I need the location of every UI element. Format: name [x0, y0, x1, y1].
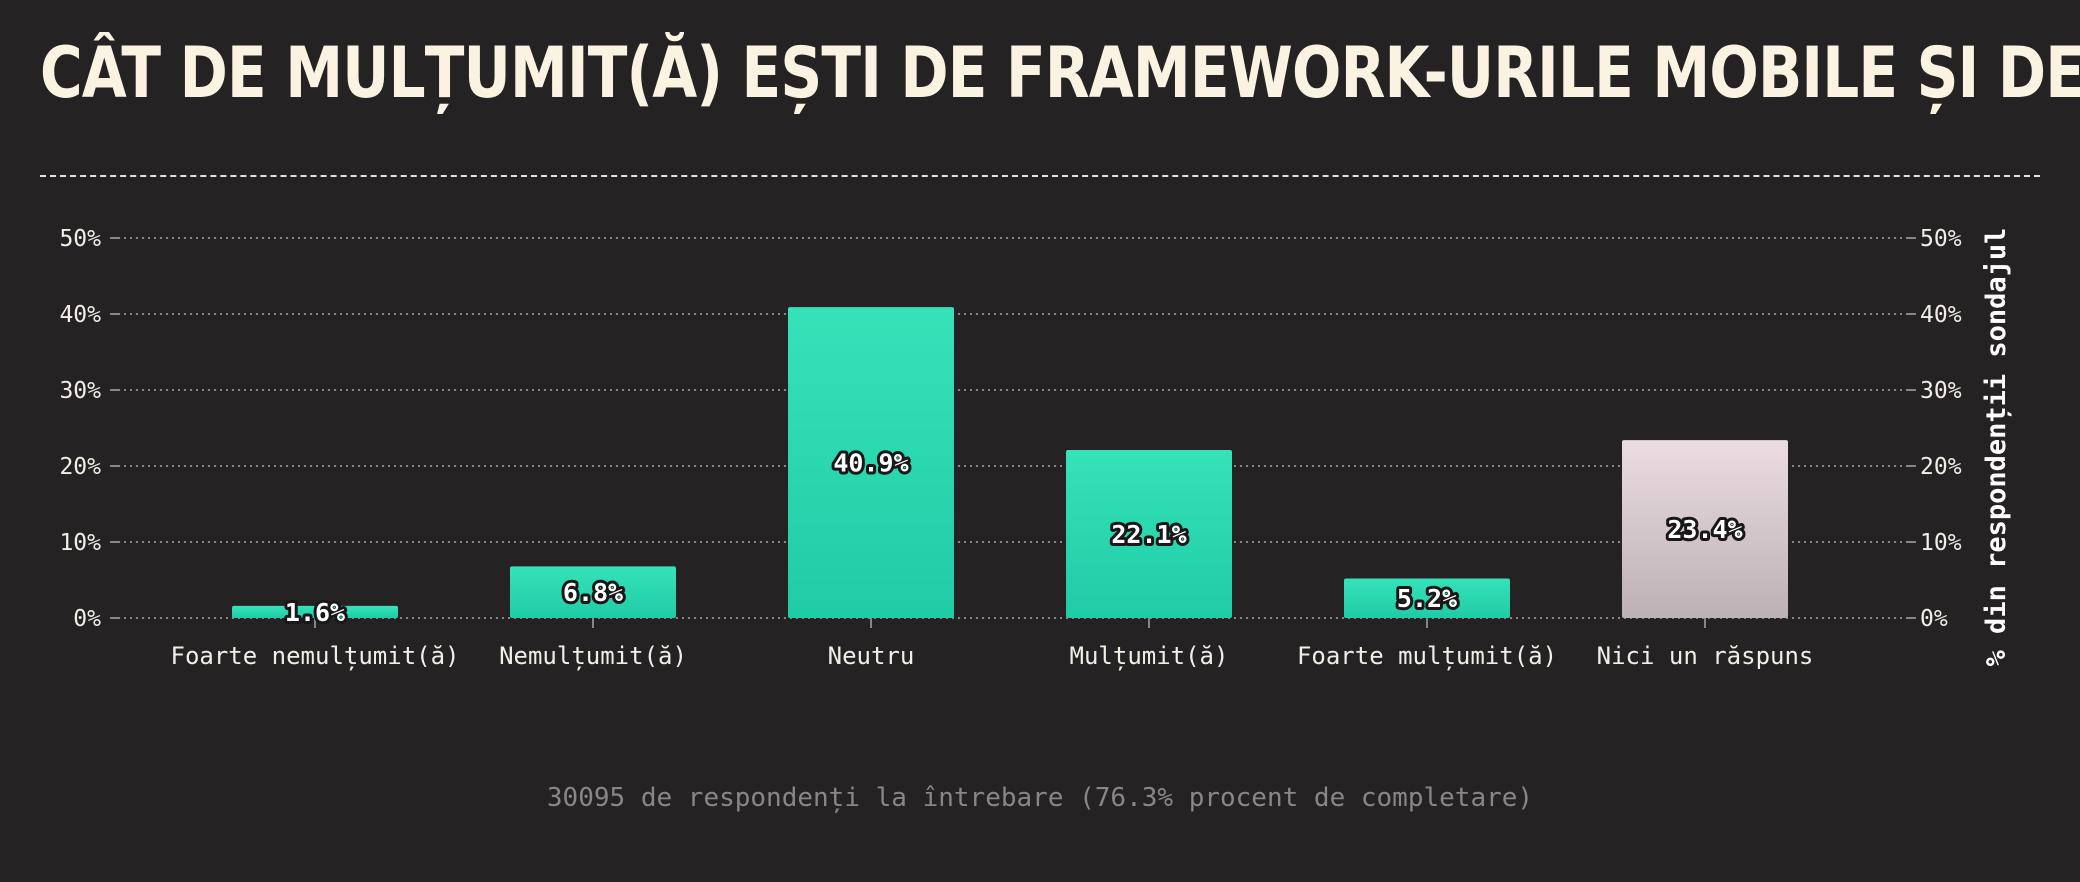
bar — [1066, 450, 1232, 618]
x-tick-label: Nici un răspuns — [1597, 642, 1814, 670]
y-tick-label-right: 50% — [1920, 226, 1962, 252]
x-tick-label: Mulțumit(ă) — [1070, 642, 1229, 671]
bar — [510, 566, 676, 618]
bar-value-label: 6.8% — [563, 578, 623, 607]
x-tick-label: Neutru — [828, 642, 915, 670]
value-labels: 1.6% 6.8% 40.9% 22.1% 5.2% 23.4% — [282, 446, 1746, 630]
y-tick-label-right: 10% — [1920, 530, 1962, 556]
bar — [232, 605, 398, 618]
y-tick-label-left: 0% — [73, 606, 101, 632]
bar-value-label: 5.2% — [1397, 584, 1457, 613]
y-tick-label-left: 10% — [59, 530, 101, 556]
y-tick-label-left: 30% — [59, 378, 101, 404]
gridlines — [118, 237, 1908, 619]
x-tick-label: Foarte mulțumit(ă) — [1297, 642, 1557, 671]
bar-value-label: 22.1% — [1111, 520, 1186, 549]
bar — [788, 307, 954, 618]
y-axis-right: 0% 10% 20% 30% 40% 50% — [1906, 226, 1962, 632]
y-tick-label-right: 0% — [1920, 606, 1948, 632]
x-axis: Foarte nemulțumit(ă) Nemulțumit(ă) Neutru M… — [171, 618, 1814, 671]
x-tick-label: Nemulțumit(ă) — [499, 642, 687, 671]
y-tick-label-right: 30% — [1920, 378, 1962, 404]
y-tick-label-left: 20% — [59, 454, 101, 480]
y-tick-label-left: 40% — [59, 302, 101, 328]
y-tick-label-right: 40% — [1920, 302, 1962, 328]
respondents-footnote: 30095 de respondenți la întrebare (76.3%… — [546, 783, 1534, 813]
bar-value-label: 23.4% — [1667, 515, 1742, 544]
title-divider — [40, 175, 2040, 177]
y-tick-label-left: 50% — [59, 226, 101, 252]
chart-title: CÂT DE MULȚUMIT(Ă) EȘTI DE FRAMEWORK-URI… — [40, 32, 2080, 114]
x-tick-label: Foarte nemulțumit(ă) — [171, 642, 460, 671]
bars — [232, 307, 1788, 618]
bar-value-label: 40.9% — [833, 449, 908, 478]
bar — [1622, 440, 1788, 618]
y-axis-left: 0% 10% 20% 30% 40% 50% — [59, 226, 120, 632]
y-tick-label-right: 20% — [1920, 454, 1962, 480]
y-axis-title: % din respondenții sondajul — [1981, 228, 2012, 667]
bar — [1344, 578, 1510, 618]
bar-value-label: 1.6% — [285, 598, 345, 627]
